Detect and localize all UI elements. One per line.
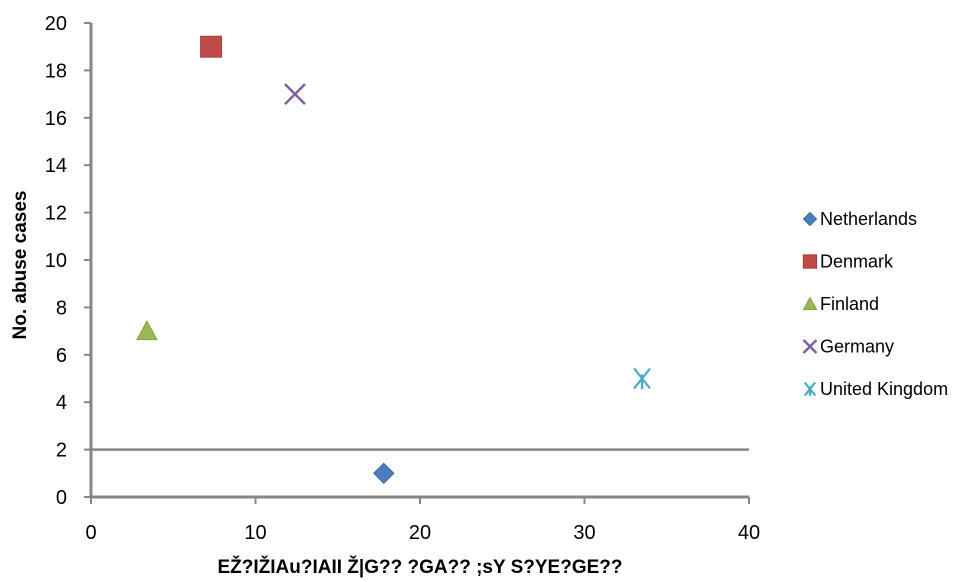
x-tick-label: 10 [244,522,266,544]
legend-label-denmark: Denmark [820,252,894,272]
y-tick-label: 14 [45,155,67,177]
x-tick-label: 40 [738,522,760,544]
legend-marker-united-kingdom [803,381,817,397]
x-axis-title: EŽ?IŽIAu?IAII Ž|G?? ?GA?? ;sY S?YE?GE?? [217,556,622,578]
y-tick-label: 20 [45,13,67,35]
data-point-finland [136,320,158,341]
legend-label-united-kingdom: United Kingdom [820,379,948,399]
y-tick-label: 8 [56,297,67,319]
axes [84,22,750,504]
legend-label-finland: Finland [820,294,879,314]
legend-marker-finland [802,296,818,311]
data-point-netherlands [373,462,395,485]
tick-labels: 0 2 4 6 8 10 12 14 16 18 20 0 10 20 30 40 [45,13,760,544]
y-tick-label: 18 [45,60,67,82]
x-tick-label: 20 [409,522,431,544]
y-tick-label: 16 [45,108,67,130]
data-points [136,35,651,485]
y-tick-label: 10 [45,250,67,272]
legend-marker-netherlands [802,211,818,227]
data-point-germany [284,83,306,105]
legend-marker-germany [802,339,818,354]
legend-marker-denmark [802,254,818,269]
y-tick-label: 6 [56,345,67,367]
data-point-denmark [200,35,223,58]
legend-label-germany: Germany [820,337,894,357]
y-tick-label: 12 [45,203,67,225]
y-tick-label: 4 [56,392,67,414]
legend: Netherlands Denmark Finland Germany United K… [802,209,948,399]
y-tick-label: 0 [56,487,67,509]
y-axis-title: No. abuse cases [10,191,31,340]
x-tick-label: 0 [85,522,96,544]
legend-label-netherlands: Netherlands [820,209,917,229]
x-tick-label: 30 [573,522,595,544]
data-point-united-kingdom [633,367,651,390]
y-tick-label: 2 [56,440,67,462]
